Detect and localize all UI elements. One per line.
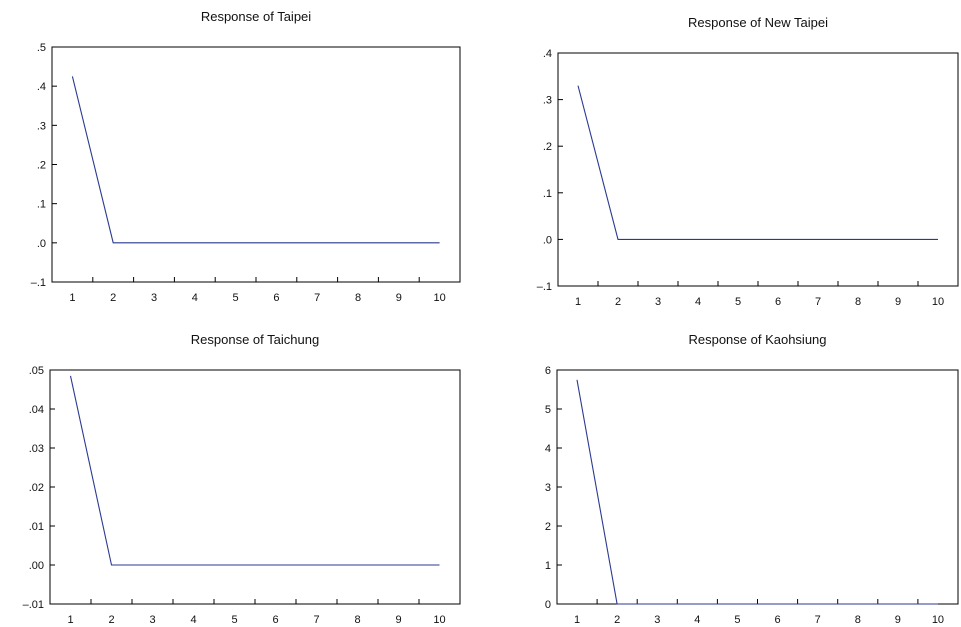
x-tick-label: 2 <box>615 296 621 308</box>
x-tick-label: 9 <box>895 296 901 308</box>
x-tick-label: 7 <box>313 614 319 626</box>
x-tick-label: 6 <box>272 614 278 626</box>
x-tick-label: 1 <box>575 296 581 308</box>
x-tick-label: 10 <box>433 292 445 304</box>
y-tick-label: .0 <box>37 238 46 250</box>
chart-panel: Response of Taipei .5 .4 .3 .2 .1 .0 –.1 1 2 3 4 5 6 7… <box>31 9 461 304</box>
y-tick-label: 0 <box>545 599 551 611</box>
x-tick-label: 1 <box>67 614 73 626</box>
x-tick-label: 1 <box>69 292 75 304</box>
chart-title: Response of Taichung <box>191 332 319 347</box>
x-tick-label: 3 <box>149 614 155 626</box>
y-tick-label: .05 <box>29 365 44 377</box>
x-tick-label: 4 <box>695 296 701 308</box>
x-tick-label: 9 <box>395 614 401 626</box>
x-tick-label: 6 <box>774 614 780 626</box>
y-tick-label: 1 <box>545 560 551 572</box>
series-line <box>71 76 440 244</box>
y-tick-label: .2 <box>543 141 552 153</box>
x-tick-label: 3 <box>151 292 157 304</box>
x-tick-label: 8 <box>354 614 360 626</box>
x-tick-label: 2 <box>614 614 620 626</box>
chart-title: Response of Kaohsiung <box>688 332 826 347</box>
chart-title: Response of New Taipei <box>688 15 828 30</box>
y-tick-label: 2 <box>545 521 551 533</box>
x-tick-label: 9 <box>396 292 402 304</box>
x-tick-label: 10 <box>433 614 445 626</box>
chart-panel: Response of Taichung .05 .04 .03 .02 .01 .00 –.… <box>23 332 461 626</box>
y-tick-label: .00 <box>29 560 44 572</box>
series-line <box>69 375 440 566</box>
x-tick-label: 7 <box>815 296 821 308</box>
y-tick-label: –.01 <box>23 599 44 611</box>
y-tick-label: .1 <box>543 188 552 200</box>
x-tick-label: 8 <box>355 292 361 304</box>
y-tick-label: 3 <box>545 482 551 494</box>
y-tick-label: .4 <box>543 48 552 60</box>
x-tick-label: 5 <box>735 296 741 308</box>
x-tick-label: 10 <box>932 296 944 308</box>
x-tick-label: 2 <box>110 292 116 304</box>
chart-panel: Response of New Taipei .4 .3 .2 .1 .0 –.1 1 2 3 4 5… <box>537 15 959 308</box>
x-tick-label: 7 <box>815 614 821 626</box>
x-tick-label: 8 <box>855 614 861 626</box>
y-tick-label: .0 <box>543 234 552 246</box>
plot-frame <box>556 369 959 605</box>
y-tick-label: .5 <box>37 42 46 54</box>
x-tick-label: 9 <box>895 614 901 626</box>
chart-title: Response of Taipei <box>201 9 311 24</box>
plot-frame <box>51 46 461 283</box>
x-tick-label: 5 <box>734 614 740 626</box>
series-line <box>577 85 938 240</box>
x-tick-label: 4 <box>694 614 700 626</box>
x-tick-label: 5 <box>233 292 239 304</box>
x-tick-label: 8 <box>855 296 861 308</box>
x-tick-label: 4 <box>192 292 198 304</box>
x-tick-label: 4 <box>190 614 196 626</box>
y-tick-label: .3 <box>37 120 46 132</box>
y-tick-label: –.1 <box>537 281 552 293</box>
y-tick-label: 5 <box>545 404 551 416</box>
plot-frame <box>49 369 461 605</box>
x-tick-label: 6 <box>273 292 279 304</box>
y-tick-label: .04 <box>29 404 44 416</box>
x-tick-label: 1 <box>574 614 580 626</box>
y-tick-label: .03 <box>29 443 44 455</box>
y-tick-label: .1 <box>37 199 46 211</box>
y-tick-label: .02 <box>29 482 44 494</box>
y-tick-label: 4 <box>545 443 551 455</box>
x-tick-label: 10 <box>932 614 944 626</box>
x-tick-label: 2 <box>108 614 114 626</box>
y-tick-label: .4 <box>37 81 46 93</box>
y-tick-label: 6 <box>545 365 551 377</box>
plot-frame <box>557 52 959 287</box>
series-line <box>576 379 938 605</box>
y-tick-label: .2 <box>37 160 46 172</box>
x-tick-label: 7 <box>314 292 320 304</box>
x-tick-label: 6 <box>775 296 781 308</box>
x-tick-label: 3 <box>654 614 660 626</box>
y-tick-label: .3 <box>543 95 552 107</box>
x-tick-label: 5 <box>231 614 237 626</box>
y-tick-label: .01 <box>29 521 44 533</box>
x-tick-label: 3 <box>655 296 661 308</box>
y-tick-label: –.1 <box>31 277 46 289</box>
